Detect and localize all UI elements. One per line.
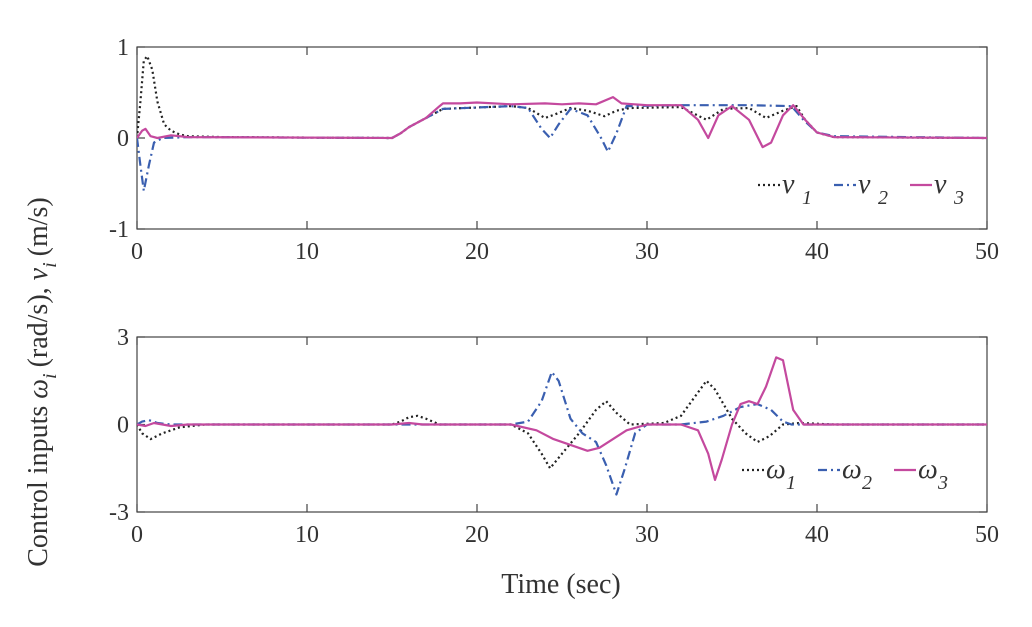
- x-tick-label: 50: [975, 522, 999, 548]
- ylabel-nu: ν: [23, 267, 54, 280]
- y-axis-label-text: Control inputs ωi(rad/s), νi(m/s): [23, 197, 61, 567]
- legend-background: [754, 165, 985, 207]
- ylabel-rad-unit: (rad/s),: [23, 287, 54, 367]
- series-line-2: [137, 370, 987, 496]
- x-tick-label: 10: [295, 239, 319, 265]
- series-line-1: [137, 55, 987, 140]
- x-tick-label: 50: [975, 239, 999, 265]
- legend-symbol-3: ω: [918, 454, 938, 485]
- legend-background: [738, 450, 985, 492]
- y-tick-label: 0: [117, 126, 129, 152]
- x-tick-label: 20: [465, 522, 489, 548]
- x-tick-label: 40: [805, 522, 829, 548]
- ylabel-ms-unit: (m/s): [23, 197, 54, 256]
- ylabel-prefix: Control inputs: [23, 406, 54, 567]
- legend-subscript-3: 3: [953, 187, 964, 209]
- y-tick-label: 3: [117, 325, 129, 351]
- x-tick-label: 30: [635, 239, 659, 265]
- legend-symbol-2: ν: [858, 169, 871, 200]
- x-tick-label: 10: [295, 522, 319, 548]
- y-tick-label: -3: [109, 500, 129, 526]
- legend-subscript-2: 2: [862, 472, 872, 494]
- series-line-3: [137, 356, 987, 481]
- y-tick-label: -1: [109, 217, 129, 243]
- x-tick-label: 40: [805, 239, 829, 265]
- ylabel-nu-sub: i: [39, 262, 61, 268]
- x-tick-label: 0: [131, 522, 143, 548]
- legend-symbol-1: ν: [782, 169, 795, 200]
- ylabel-omega: ω: [23, 379, 54, 399]
- series-line-3: [137, 96, 987, 149]
- x-tick-label: 20: [465, 239, 489, 265]
- x-tick-label: 0: [131, 239, 143, 265]
- legend-subscript-2: 2: [878, 187, 888, 209]
- x-axis-label: Time (sec): [501, 569, 621, 600]
- legend-symbol-3: ν: [934, 169, 947, 200]
- legend-subscript-3: 3: [937, 472, 948, 494]
- y-tick-label: 0: [117, 413, 129, 439]
- y-tick-label: 1: [117, 35, 129, 61]
- series-line-2: [137, 104, 987, 192]
- x-tick-label: 30: [635, 522, 659, 548]
- legend-symbol-2: ω: [842, 454, 862, 485]
- shared-y-axis-label: Control inputs ωi(rad/s), νi(m/s): [23, 197, 61, 567]
- ylabel-omega-sub: i: [39, 373, 61, 379]
- legend-subscript-1: 1: [802, 187, 812, 209]
- legend-symbol-1: ω: [766, 454, 786, 485]
- legend-subscript-1: 1: [786, 472, 796, 494]
